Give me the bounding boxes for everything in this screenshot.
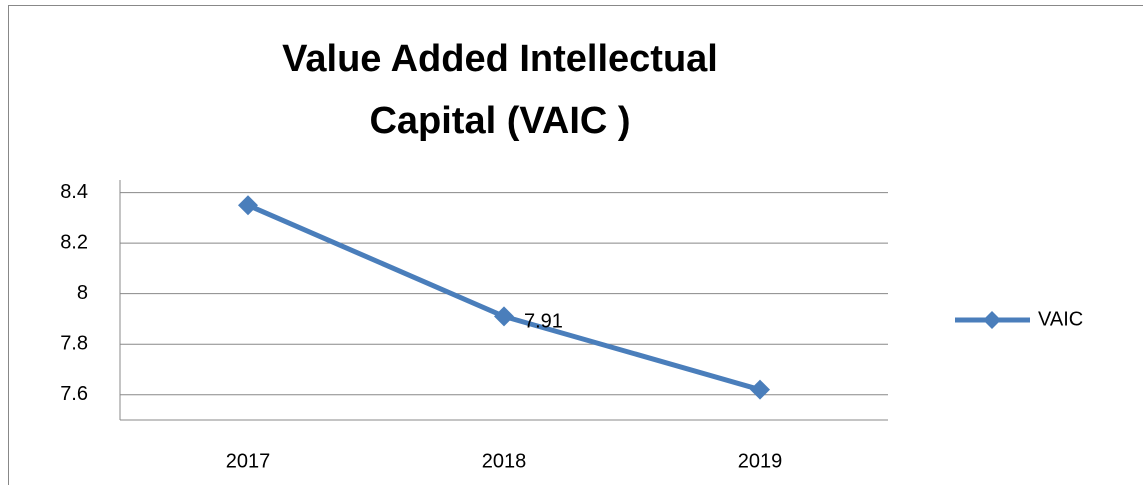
- x-tick-label: 2019: [738, 450, 783, 472]
- x-tick-label: 2018: [482, 450, 527, 472]
- x-tick-label: 2017: [226, 450, 271, 472]
- data-point: [238, 195, 258, 216]
- y-tick-label: 8.4: [60, 181, 88, 203]
- y-tick-label: 8: [77, 282, 88, 304]
- series-line: [247, 202, 761, 393]
- y-tick-label: 7.6: [60, 383, 88, 405]
- chart-title: Value Added Intellectual Capital (VAIC ): [282, 38, 718, 142]
- y-tick-label: 7.8: [60, 332, 88, 354]
- legend-marker: [983, 311, 1001, 329]
- legend-label: VAIC: [1038, 308, 1083, 330]
- data-point: [494, 306, 514, 327]
- data-point: [750, 379, 770, 400]
- data-label: 7.91: [524, 311, 563, 333]
- chart-border: [8, 5, 1143, 485]
- y-tick-label: 8.2: [60, 231, 88, 253]
